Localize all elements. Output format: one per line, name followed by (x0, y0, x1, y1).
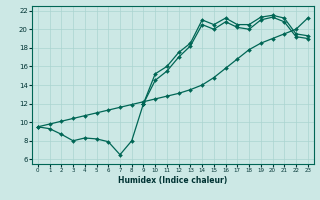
X-axis label: Humidex (Indice chaleur): Humidex (Indice chaleur) (118, 176, 228, 185)
